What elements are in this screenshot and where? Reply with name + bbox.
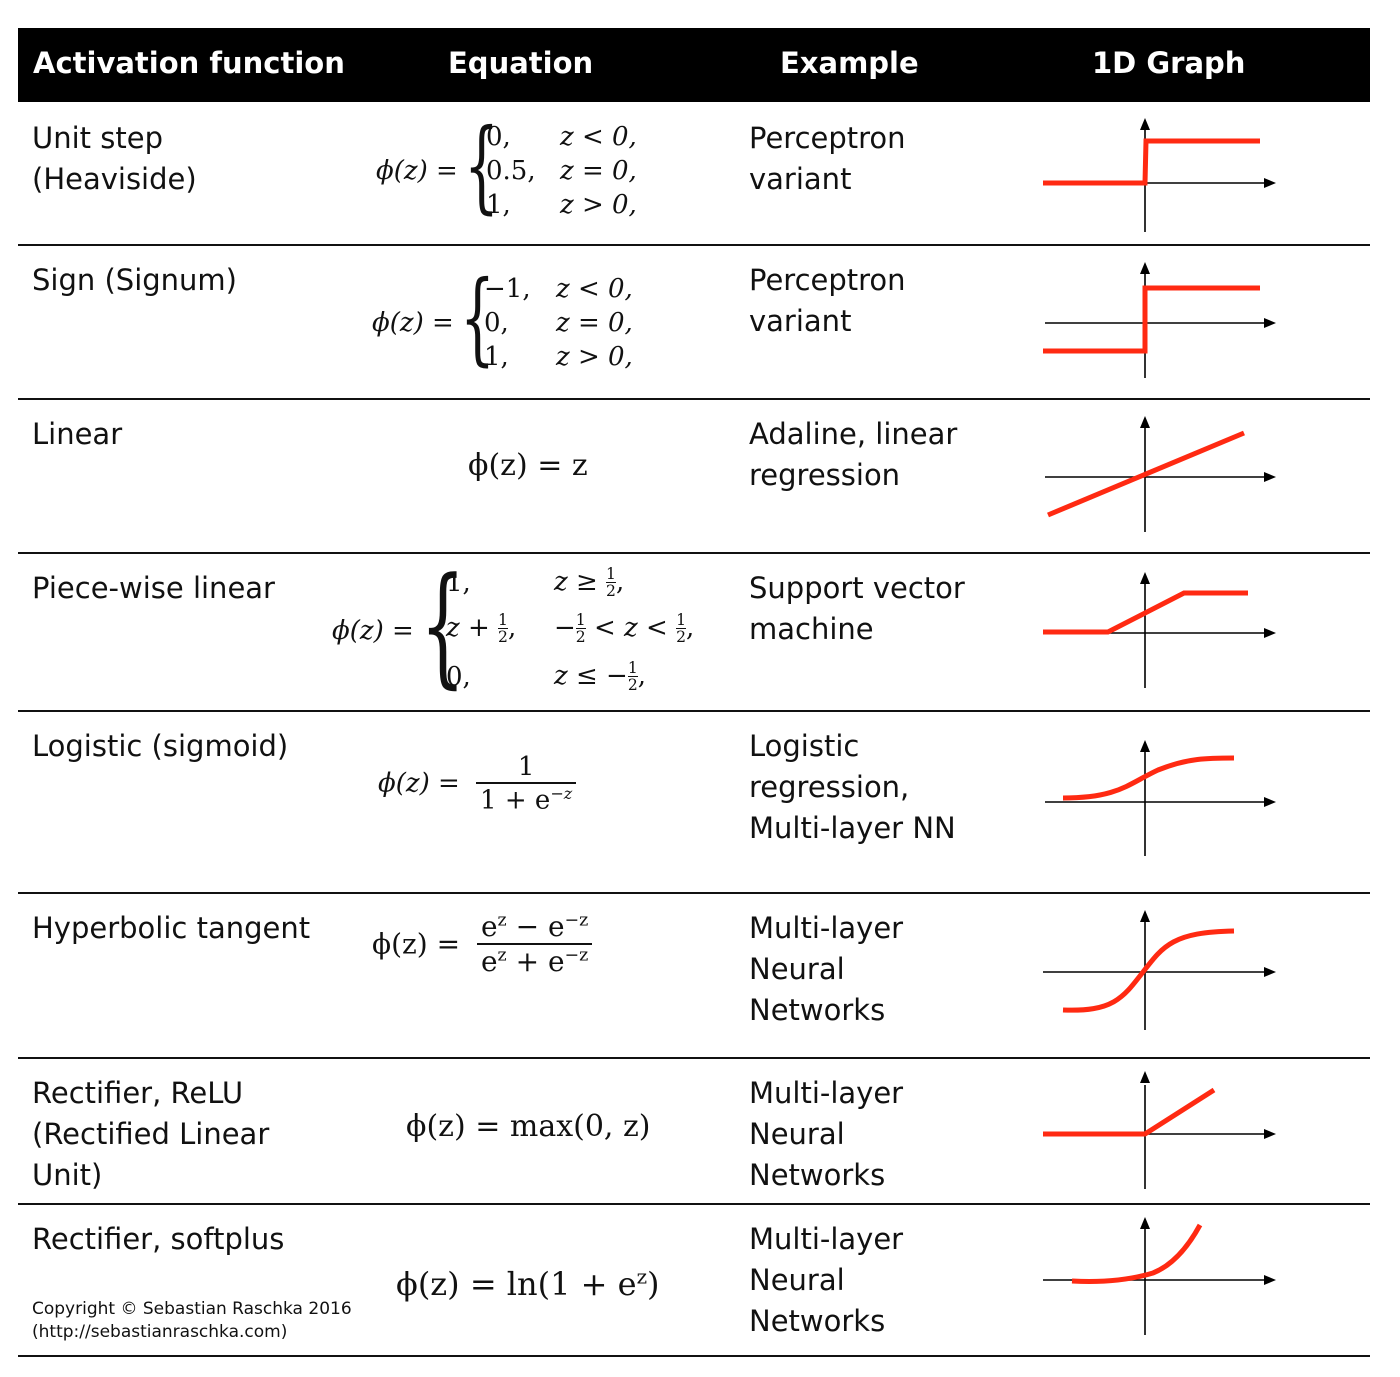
equation-lhs: ϕ(z) = bbox=[372, 308, 454, 338]
equation-softplus: ϕ(z) = ln(1 + ez) bbox=[396, 1265, 660, 1303]
example-text: Support vector machine bbox=[749, 571, 965, 646]
graph-unit-step bbox=[1043, 118, 1276, 232]
row-divider bbox=[18, 710, 1370, 712]
function-name: Logistic (sigmoid) bbox=[32, 729, 289, 763]
case-condition: z < 0, bbox=[556, 274, 633, 304]
function-name: Linear bbox=[32, 417, 123, 451]
row-divider bbox=[18, 244, 1370, 246]
copyright-url: (http://sebastianraschka.com) bbox=[32, 1322, 288, 1342]
case-value: 0, bbox=[484, 308, 509, 338]
graph-softplus bbox=[1043, 1217, 1276, 1335]
case-condition: z < 0, bbox=[560, 122, 637, 152]
table-row-linear: Linear ϕ(z) = z Adaline, linear regressi… bbox=[18, 400, 1370, 554]
equation-linear: ϕ(z) = z bbox=[468, 448, 588, 483]
fraction-denominator: ez + e−z bbox=[480, 944, 589, 978]
graph-logistic bbox=[1045, 740, 1276, 856]
row-divider bbox=[18, 398, 1370, 400]
case-condition: z = 0, bbox=[560, 156, 637, 186]
left-brace: { bbox=[464, 107, 499, 224]
fraction-numerator: 1 bbox=[517, 752, 535, 782]
equation-lhs: ϕ(z) = bbox=[376, 156, 458, 186]
equation-sign: ϕ(z) = { −1, z < 0, 0, z = 0, 1, z > 0, bbox=[372, 246, 672, 398]
row-divider bbox=[18, 1057, 1370, 1059]
copyright-notice: Copyright © Sebastian Raschka 2016 (http… bbox=[32, 1298, 352, 1344]
case-value: 1, bbox=[486, 190, 511, 220]
example-text: Perceptron variant bbox=[749, 121, 906, 196]
function-name: Rectifier, softplus bbox=[32, 1222, 285, 1256]
example-text: Perceptron variant bbox=[749, 263, 906, 338]
table-header: Activation function Equation Example 1D … bbox=[18, 28, 1370, 102]
example-text: Multi-layer Neural Networks bbox=[749, 1076, 904, 1192]
left-brace: { bbox=[460, 259, 495, 376]
graph-linear bbox=[1045, 416, 1276, 532]
example-text: Logistic regression, Multi-layer NN bbox=[749, 729, 956, 845]
table-row-softplus: Rectifier, softplus ϕ(z) = ln(1 + ez) Mu… bbox=[18, 1205, 1370, 1357]
equation-relu: ϕ(z) = max(0, z) bbox=[406, 1109, 651, 1144]
case-value: 0, bbox=[486, 122, 511, 152]
equation-lhs: ϕ(z) = bbox=[378, 768, 460, 799]
copyright-line: Copyright © Sebastian Raschka 2016 bbox=[32, 1299, 352, 1319]
fraction: 1 1 + e−z bbox=[476, 752, 577, 816]
table-row-hyperbolic-tangent: Hyperbolic tangent ϕ(z) = ez − e−z ez + … bbox=[18, 894, 1370, 1059]
case-value: 0, bbox=[446, 662, 471, 692]
table-row-unit-step: Unit step (Heaviside) ϕ(z) = { 0, z < 0,… bbox=[18, 104, 1370, 246]
fraction: ez − e−z ez + e−z bbox=[476, 910, 593, 978]
function-name: Unit step (Heaviside) bbox=[32, 121, 197, 196]
graph-relu bbox=[1043, 1071, 1276, 1189]
equation-unit-step: ϕ(z) = { 0, z < 0, 0.5, z = 0, 1, z > 0, bbox=[376, 104, 676, 246]
case-condition: z = 0, bbox=[556, 308, 633, 338]
equation-tanh: ϕ(z) = ez − e−z ez + e−z bbox=[372, 910, 593, 978]
case-value: −1, bbox=[484, 274, 531, 304]
function-name: Piece-wise linear bbox=[32, 571, 275, 605]
example-text: Multi-layer Neural Networks bbox=[749, 1222, 904, 1338]
graph-tanh bbox=[1043, 910, 1276, 1030]
equation-lhs: ϕ(z) = bbox=[332, 616, 414, 646]
graph-piecewise-linear bbox=[1043, 572, 1276, 688]
case-value: 1, bbox=[484, 342, 509, 372]
fraction-numerator: ez − e−z bbox=[480, 910, 589, 943]
case-condition: z ≤ −1 2, bbox=[554, 659, 646, 695]
function-name: Sign (Signum) bbox=[32, 263, 237, 297]
header-equation: Equation bbox=[448, 46, 594, 80]
equation-logistic: ϕ(z) = 1 1 + e−z bbox=[378, 752, 577, 816]
case-value: 1, bbox=[446, 568, 471, 598]
header-example: Example bbox=[780, 46, 919, 80]
case-value: 0.5, bbox=[486, 156, 536, 186]
function-name: Rectifier, ReLU (Rectified Linear Unit) bbox=[32, 1076, 270, 1192]
table-row-logistic: Logistic (sigmoid) ϕ(z) = 1 1 + e−z Logi… bbox=[18, 712, 1370, 894]
function-name: Hyperbolic tangent bbox=[32, 911, 311, 945]
row-divider bbox=[18, 552, 1370, 554]
table-row-relu: Rectifier, ReLU (Rectified Linear Unit) … bbox=[18, 1059, 1370, 1205]
equation-lhs: ϕ(z) = bbox=[372, 927, 461, 961]
left-brace: { bbox=[420, 549, 466, 701]
row-divider bbox=[18, 1203, 1370, 1205]
header-activation-function: Activation function bbox=[33, 46, 345, 80]
fraction-denominator: 1 + e−z bbox=[480, 783, 573, 816]
row-divider bbox=[18, 892, 1370, 894]
example-text: Adaline, linear regression bbox=[749, 417, 958, 492]
example-text: Multi-layer Neural Networks bbox=[749, 911, 904, 1027]
header-1d-graph: 1D Graph bbox=[1092, 46, 1246, 80]
table-row-sign: Sign (Signum) ϕ(z) = { −1, z < 0, 0, z =… bbox=[18, 246, 1370, 400]
row-divider bbox=[18, 1355, 1370, 1357]
case-condition: z > 0, bbox=[560, 190, 637, 220]
case-condition: z > 0, bbox=[556, 342, 633, 372]
graph-sign bbox=[1043, 262, 1276, 378]
